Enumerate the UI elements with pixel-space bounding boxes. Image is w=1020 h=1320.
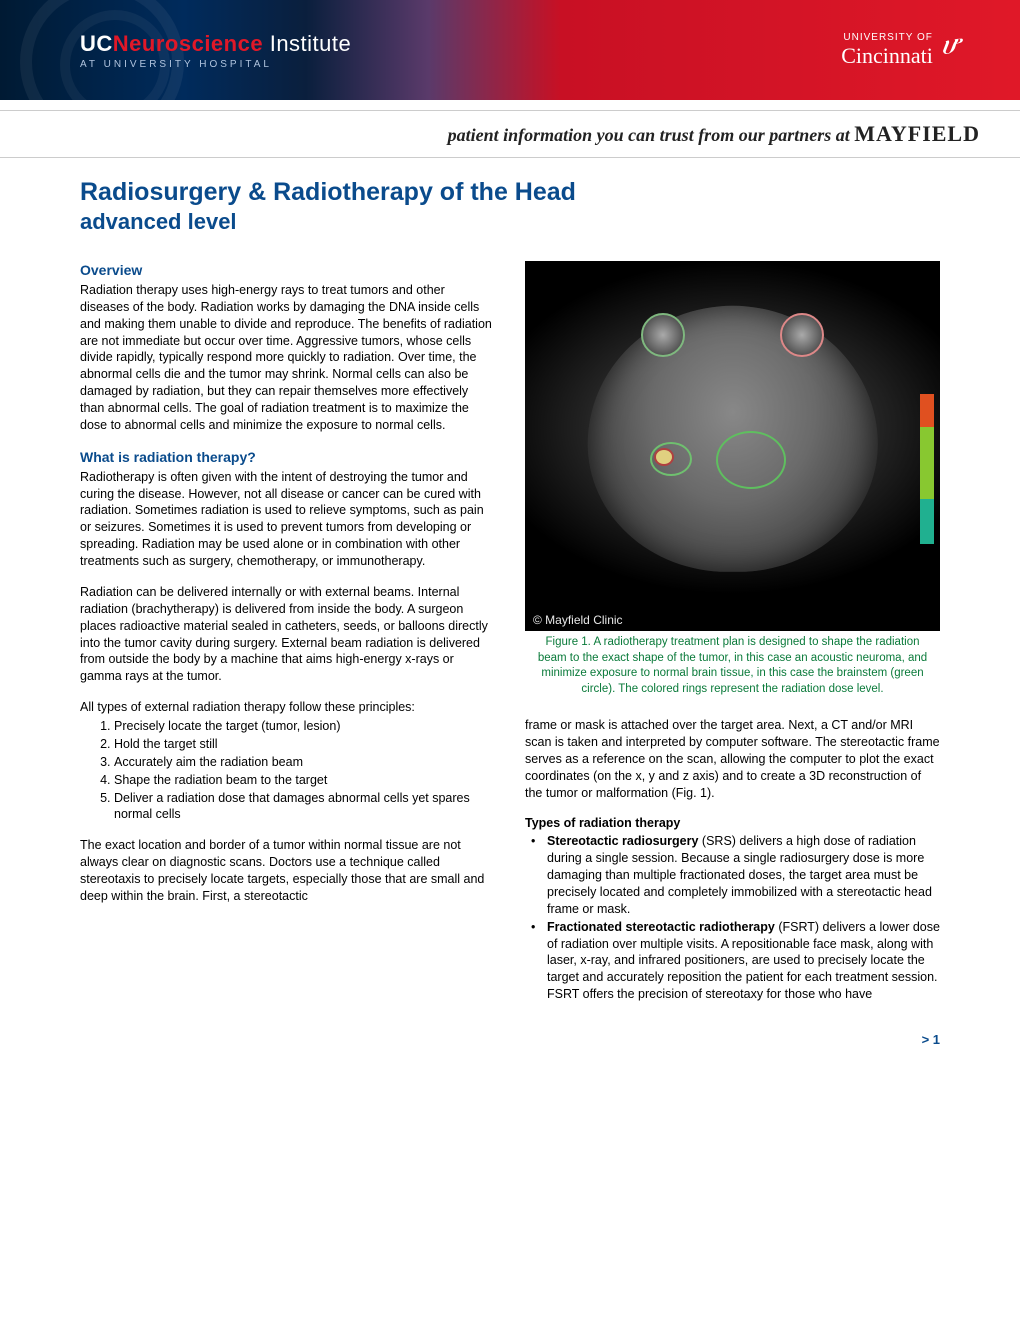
eye-left-marker [641,313,685,357]
right-column: © Mayfield Clinic Figure 1. A radiothera… [525,261,940,1004]
principles-list: Precisely locate the target (tumor, lesi… [114,718,495,823]
content-area: Radiosurgery & Radiotherapy of the Head … [0,158,1020,1014]
list-item: Fractionated stereotactic radiotherapy (… [525,919,940,1003]
what-is-p2: Radiation can be delivered internally or… [80,584,495,685]
overview-body: Radiation therapy uses high-energy rays … [80,282,495,434]
uc-glyph-icon: ሆ [941,30,960,62]
overview-heading: Overview [80,261,495,280]
figure-caption: Figure 1. A radiotherapy treatment plan … [525,631,940,709]
logo-uc: UC [80,31,113,56]
institute-subtitle: AT UNIVERSITY HOSPITAL [80,59,351,70]
brainstem-circle [716,431,786,489]
stereotaxis-paragraph: The exact location and border of a tumor… [80,837,495,905]
logo-neuro: Neuroscience [113,31,263,56]
list-item: Stereotactic radiosurgery (SRS) delivers… [525,833,940,917]
page-subtitle: advanced level [80,209,940,235]
principle-item: Accurately aim the radiation beam [114,754,495,771]
principles-intro: All types of external radiation therapy … [80,699,495,716]
mayfield-brand: MAYFIELD [854,121,980,146]
tagline-bar: patient information you can trust from o… [0,110,1020,158]
principle-item: Deliver a radiation dose that damages ab… [114,790,495,824]
what-is-heading: What is radiation therapy? [80,448,495,467]
institute-logo: UCNeuroscience Institute AT UNIVERSITY H… [80,31,351,70]
figure-1: © Mayfield Clinic Figure 1. A radiothera… [525,261,940,709]
lesion-circle [650,442,692,476]
two-column-layout: Overview Radiation therapy uses high-ene… [80,261,940,1004]
types-heading: Types of radiation therapy [525,815,940,832]
institute-name: UCNeuroscience Institute [80,31,351,57]
left-column: Overview Radiation therapy uses high-ene… [80,261,495,1004]
what-is-p1: Radiotherapy is often given with the int… [80,469,495,570]
logo-inst: Institute [270,31,352,56]
page-number: > 1 [0,1014,1020,1067]
continuation-paragraph: frame or mask is attached over the targe… [525,717,940,801]
fsrt-label: Fractionated stereotactic radiotherapy [547,920,775,934]
tagline-text: patient information you can trust from o… [448,125,855,145]
principle-item: Shape the radiation beam to the target [114,772,495,789]
brain-scan-image: © Mayfield Clinic [525,261,940,631]
page-title: Radiosurgery & Radiotherapy of the Head [80,178,940,207]
therapy-types-list: Stereotactic radiosurgery (SRS) delivers… [525,833,940,1003]
principle-item: Hold the target still [114,736,495,753]
figure-copyright: © Mayfield Clinic [525,609,631,631]
cincinnati-label: Cincinnati [841,43,933,69]
srs-label: Stereotactic radiosurgery [547,834,698,848]
dose-colorbar [920,394,934,544]
principle-item: Precisely locate the target (tumor, lesi… [114,718,495,735]
eye-right-marker [780,313,824,357]
university-logo: UNIVERSITY OF Cincinnati ሆ [841,32,960,69]
header-banner: UCNeuroscience Institute AT UNIVERSITY H… [0,0,1020,100]
university-of-label: UNIVERSITY OF [841,32,933,43]
